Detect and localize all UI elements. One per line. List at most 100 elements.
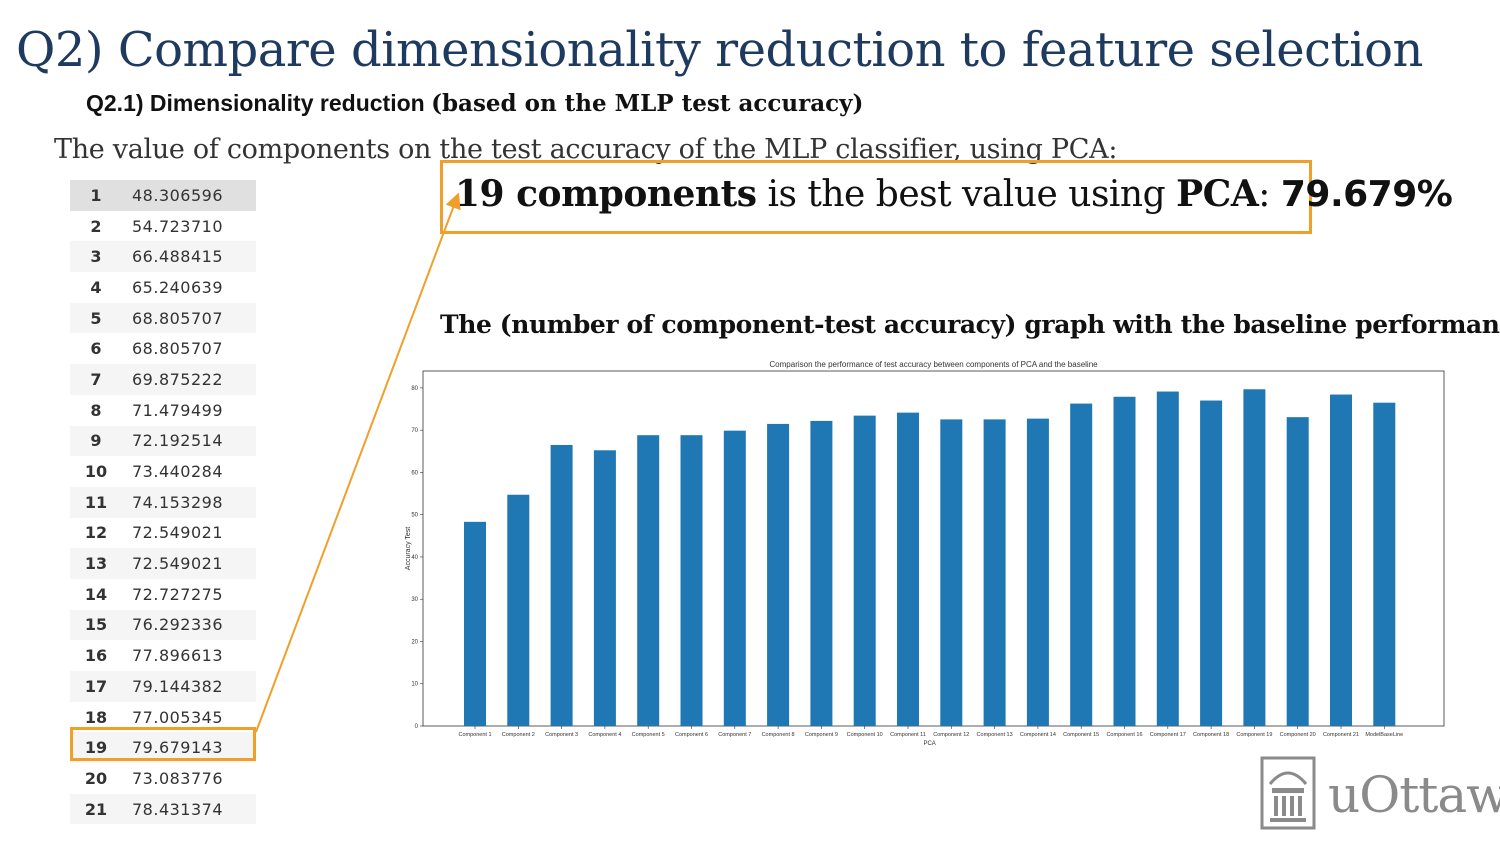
table-row: 2 54.723710 xyxy=(70,211,256,242)
table-row: 20 73.083776 xyxy=(70,763,256,794)
best-components: 19 components xyxy=(455,173,757,215)
x-tick-label: Component 7 xyxy=(718,732,751,738)
x-tick-label: Component 15 xyxy=(1063,732,1099,738)
x-tick-label: Component 2 xyxy=(502,732,535,738)
graph-heading: The (number of component-test accuracy) … xyxy=(440,310,1500,339)
y-tick-label: 20 xyxy=(411,639,418,645)
x-tick-label: Component 21 xyxy=(1323,732,1359,738)
row-value: 54.723710 xyxy=(132,216,224,236)
row-value: 78.431374 xyxy=(132,799,224,819)
x-tick-label: ModelBaseLine xyxy=(1365,732,1403,738)
bar xyxy=(1026,418,1049,726)
row-index: 14 xyxy=(84,584,108,604)
subtitle-sans-part: Q2.1) Dimensionality reduction xyxy=(86,90,432,116)
table-row: 13 72.549021 xyxy=(70,548,256,579)
table-row: 7 69.875222 xyxy=(70,364,256,395)
best-sep: : xyxy=(1258,174,1281,215)
bar xyxy=(723,430,746,726)
row-index: 16 xyxy=(84,646,108,666)
row-value: 76.292336 xyxy=(132,615,224,635)
intro-text: The value of components on the test accu… xyxy=(54,134,1118,165)
table-row: 9 72.192514 xyxy=(70,425,256,457)
row-index: 3 xyxy=(90,247,102,267)
x-tick-label: Component 3 xyxy=(545,732,578,738)
slide-title: Q2) Compare dimensionality reduction to … xyxy=(16,22,1423,78)
chart-title: Comparison the performance of test accur… xyxy=(769,360,1098,369)
row-index: 15 xyxy=(84,615,108,635)
row-index: 4 xyxy=(90,277,102,297)
row-value: 65.240639 xyxy=(132,277,224,297)
bar xyxy=(1373,402,1396,726)
y-tick-label: 40 xyxy=(411,555,418,561)
row-value: 72.192514 xyxy=(132,431,224,451)
bar xyxy=(1286,417,1309,726)
bar xyxy=(1243,389,1266,726)
row-value: 79.679143 xyxy=(132,738,224,758)
row-index: 18 xyxy=(84,707,108,727)
bar xyxy=(464,521,486,726)
x-tick-label: Component 16 xyxy=(1106,732,1142,738)
bar xyxy=(853,415,876,726)
row-value: 72.549021 xyxy=(132,523,224,543)
row-index: 12 xyxy=(84,523,108,543)
row-value: 68.805707 xyxy=(132,308,224,328)
row-value: 77.005345 xyxy=(132,707,224,727)
bar xyxy=(940,419,963,726)
logo-text: uOttawa xyxy=(1328,766,1500,824)
best-result-box xyxy=(440,160,1312,234)
y-tick-label: 10 xyxy=(411,682,418,688)
x-tick-label: Component 19 xyxy=(1236,732,1272,738)
row-value: 79.144382 xyxy=(132,676,224,696)
y-tick-label: 50 xyxy=(411,513,418,519)
row-index: 11 xyxy=(84,492,108,512)
accuracy-bar-chart: Comparison the performance of test accur… xyxy=(405,360,1445,747)
x-tick-label: Component 4 xyxy=(588,732,621,738)
row-index: 20 xyxy=(84,768,108,788)
y-tick-label: 30 xyxy=(411,597,418,603)
bar xyxy=(507,494,530,726)
table-row: 19 79.679143 xyxy=(70,732,256,764)
table-row: 3 66.488415 xyxy=(70,241,256,273)
y-tick-label: 60 xyxy=(411,470,418,476)
row-value: 66.488415 xyxy=(132,247,224,267)
table-row: 5 68.805707 xyxy=(70,302,256,334)
table-row: 8 71.479499 xyxy=(70,395,256,426)
row-value: 68.805707 xyxy=(132,339,224,359)
table-row: 12 72.549021 xyxy=(70,518,256,549)
y-tick-label: 80 xyxy=(411,386,418,392)
bar xyxy=(550,445,573,726)
best-method: PCA xyxy=(1176,173,1259,215)
bar xyxy=(1156,391,1179,726)
x-tick-label: Component 5 xyxy=(632,732,665,738)
y-tick-label: 0 xyxy=(415,724,419,730)
table-row: 17 79.144382 xyxy=(70,671,256,702)
row-value: 71.479499 xyxy=(132,400,224,420)
table-row: 10 73.440284 xyxy=(70,456,256,487)
row-index: 17 xyxy=(84,676,108,696)
row-index: 13 xyxy=(84,554,108,574)
table-row: 1 48.306596 xyxy=(70,180,256,211)
plot-frame xyxy=(422,370,1445,727)
x-tick-label: Component 11 xyxy=(890,732,926,738)
table-row: 15 76.292336 xyxy=(70,609,256,641)
bar xyxy=(1200,400,1223,726)
row-value: 77.896613 xyxy=(132,646,224,666)
x-tick-label: Component 6 xyxy=(675,732,708,738)
row-value: 69.875222 xyxy=(132,369,224,389)
bar xyxy=(897,412,919,726)
row-value: 74.153298 xyxy=(132,492,224,512)
bar xyxy=(983,419,1006,726)
bar xyxy=(1113,396,1136,726)
bar xyxy=(810,420,833,726)
row-value: 73.083776 xyxy=(132,768,224,788)
table-row: 6 68.805707 xyxy=(70,333,256,364)
x-tick-label: Component 8 xyxy=(762,732,795,738)
table-row: 21 78.431374 xyxy=(70,793,256,825)
bar xyxy=(767,423,790,726)
uottawa-logo: uOttawa xyxy=(1256,748,1500,832)
row-index: 10 xyxy=(84,462,108,482)
row-index: 8 xyxy=(90,400,102,420)
best-result-text: 19 components is the best value using PC… xyxy=(455,173,1453,215)
best-mid: is the best value using xyxy=(756,174,1177,215)
